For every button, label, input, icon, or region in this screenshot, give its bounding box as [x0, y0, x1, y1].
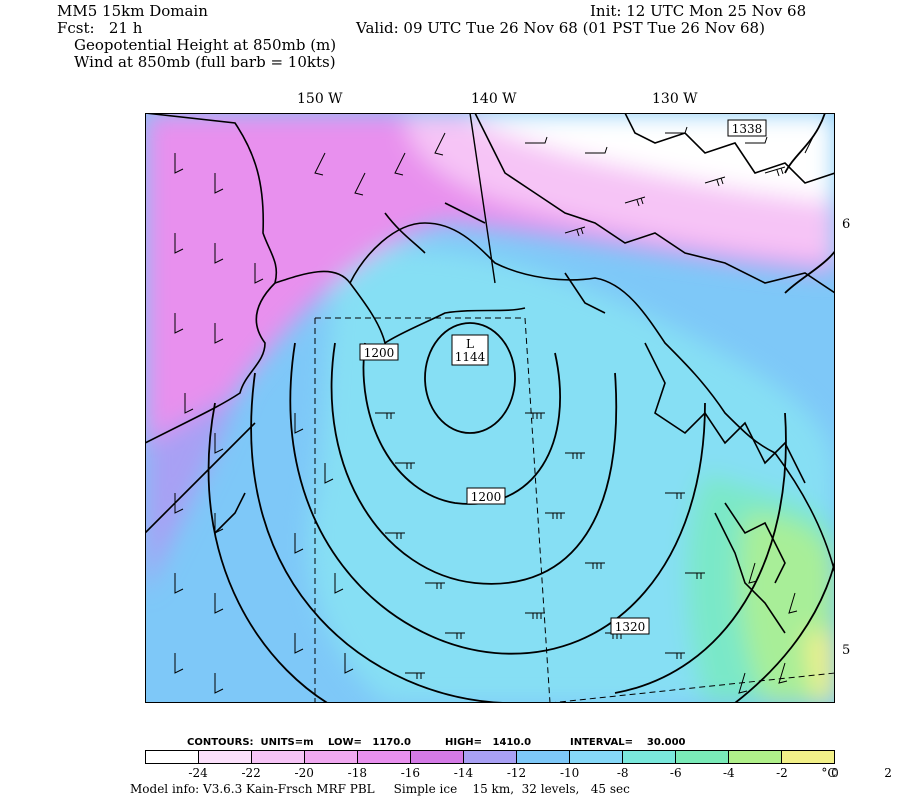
colorbar-tick-label: -8: [616, 766, 629, 780]
colorbar-swatch: [517, 751, 570, 763]
colorbar-tick-label: 0: [831, 766, 839, 780]
height-contours: [207, 113, 835, 703]
contour-info-low: LOW= 1170.0: [328, 737, 411, 748]
low-center-symbol: L: [466, 337, 474, 351]
coastline: [145, 113, 835, 634]
colorbar-swatch: [729, 751, 782, 763]
meridian-line: [469, 113, 496, 284]
model-info-footer: Model info: V3.6.3 Kain-Frsch MRF PBL Si…: [130, 782, 630, 796]
colorbar-swatch: [782, 751, 834, 763]
contour-info-interval: INTERVAL= 30.000: [570, 737, 686, 748]
contour-info-units: CONTOURS: UNITS=m: [187, 737, 314, 748]
model-domain-title: MM5 15km Domain: [57, 2, 208, 20]
colorbar-tick-label: -10: [559, 766, 580, 780]
lon-label-150w: 150 W: [297, 91, 343, 107]
political-boundaries: [314, 317, 835, 703]
low-center-value: 1144: [455, 350, 486, 364]
colorbar-tick-label: 2: [884, 766, 892, 780]
valid-time: Valid: 09 UTC Tue 26 Nov 68 (01 PST Tue …: [356, 19, 765, 37]
colorbar-tick-label: -18: [347, 766, 367, 780]
colorbar-tick-label: -24: [188, 766, 208, 780]
colorbar-swatch: [570, 751, 623, 763]
colorbar-swatch: [305, 751, 358, 763]
colorbar-tick-label: -12: [506, 766, 527, 780]
lon-label-130w: 130 W: [652, 91, 698, 107]
colorbar-swatch: [464, 751, 517, 763]
temperature-colorbar: [145, 750, 835, 764]
contour-label-1320: 1320: [615, 620, 646, 634]
colorbar-swatch: [199, 751, 252, 763]
colorbar-swatch: [252, 751, 305, 763]
forecast-hour: Fcst: 21 h: [57, 19, 143, 37]
lon-label-140w: 140 W: [471, 91, 517, 107]
map-frame: [145, 113, 835, 703]
colorbar-tick-label: -16: [400, 766, 421, 780]
lat-label-upper: 6: [842, 217, 851, 232]
field-title-height: Geopotential Height at 850mb (m): [74, 36, 337, 54]
colorbar-tick-label: -4: [722, 766, 735, 780]
colorbar-tick-label: -6: [669, 766, 682, 780]
wind-barbs: [174, 126, 816, 694]
contour-label-1338: 1338: [732, 122, 763, 136]
colorbar-tick-label: -2: [776, 766, 788, 780]
colorbar-swatch: [411, 751, 464, 763]
colorbar-swatch: [676, 751, 729, 763]
colorbar-swatch: [146, 751, 199, 763]
colorbar-tick-label: -20: [294, 766, 314, 780]
colorbar-tick-label: -14: [453, 766, 474, 780]
temperature-zone-yellow: [805, 633, 835, 703]
colorbar-swatch: [623, 751, 676, 763]
contour-label-1200-left: 1200: [364, 346, 395, 360]
field-title-wind: Wind at 850mb (full barb = 10kts): [74, 53, 336, 71]
contour-label-boxes: [359, 119, 767, 635]
colorbar-swatch: [358, 751, 411, 763]
init-time: Init: 12 UTC Mon 25 Nov 68: [590, 2, 807, 20]
contour-info-high: HIGH= 1410.0: [445, 737, 532, 748]
colorbar-tick-label: -22: [241, 766, 261, 780]
colorbar-tick-label: °C: [821, 766, 837, 780]
lat-label-lower: 5: [842, 643, 851, 658]
contour-label-1200-center: 1200: [471, 490, 502, 504]
weather-map: L 1144 1200 1200 1320 1338: [145, 113, 835, 703]
